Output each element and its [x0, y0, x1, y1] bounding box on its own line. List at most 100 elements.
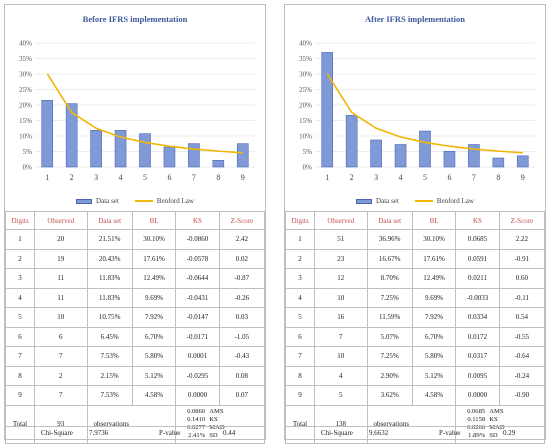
table-row: 3 12 8.70% 12.49% 0.0211 0.60 [285, 268, 546, 289]
table-row: 4 10 7.25% 9.69% -0.0033 -0.11 [285, 287, 546, 308]
chart-legend: Data set Benford Law [285, 197, 545, 205]
benford-law-line [46, 73, 243, 154]
x-tick-label: 1 [45, 173, 49, 182]
y-tick-label: 35% [299, 55, 312, 63]
table-cell: 0.0172 [455, 326, 500, 347]
table-cell: -0.87 [218, 268, 266, 289]
table-cell: 10 [314, 287, 368, 308]
line-swatch-icon [414, 200, 433, 202]
bar-data-set [212, 160, 225, 168]
before-ifrs-panel: Before IFRS implementation 0% 5% 10% 15% 20%… [4, 4, 266, 444]
table-cell: 6.70% [411, 326, 457, 347]
y-tick-label: 40% [19, 40, 32, 48]
total-label: Total [285, 404, 315, 444]
table-cell: 12.49% [411, 268, 457, 289]
col-header: Z-Score [218, 211, 266, 230]
summary-stats: 0.0860 AMS 0.1410 KS 0.0277 MAD 2.41% SD [175, 404, 265, 444]
x-tick-label: 4 [399, 173, 403, 182]
table-cell: 6 [5, 326, 35, 347]
table-cell: 2 [5, 248, 35, 269]
table-cell: 16.67% [366, 248, 413, 269]
table-cell: 0.03 [218, 307, 266, 328]
y-tick-label: 15% [299, 117, 312, 125]
table-cell: 9.69% [411, 287, 457, 308]
table-row: 9 7 7.53% 4.58% 0.0000 0.07 [5, 385, 266, 406]
summary-label: KS [489, 416, 498, 423]
chi-square-label: Chi-Square [321, 429, 353, 437]
table-cell: -0.90 [498, 385, 546, 406]
table-row: 3 11 11.83% 12.49% -0.0644 -0.87 [5, 268, 266, 289]
table-cell: 3 [285, 268, 315, 289]
table-cell: 2.90% [366, 365, 413, 386]
table-cell: 1 [285, 229, 315, 250]
table-cell: 5 [314, 385, 368, 406]
legend-data-set: Data set [76, 197, 119, 205]
table-row: 8 2 2.15% 5.12% -0.0295 0.08 [5, 365, 266, 386]
table-cell: 7 [34, 346, 88, 367]
summary-label: AMS [489, 408, 504, 415]
table-row: 5 10 10.75% 7.92% -0.0147 0.03 [5, 307, 266, 328]
table-cell: 16 [314, 307, 368, 328]
table-cell: -0.64 [498, 346, 546, 367]
chi-square-footer: Chi-Square 9.6632 P-value 0.29 [285, 426, 545, 440]
line-swatch-icon [134, 200, 153, 202]
table-cell: 36.96% [366, 229, 413, 250]
bar-data-set [345, 115, 358, 168]
table-cell: 2 [285, 248, 315, 269]
col-header: Z-Score [498, 211, 546, 230]
after-chart-plot: 0% 5% 10% 15% 20% 25% 30% 35% 40% 1 2 3 4 5 6 7 8 9 [299, 40, 535, 182]
table-cell: 5.12% [131, 365, 177, 386]
y-tick-label: 20% [19, 102, 32, 110]
before-chart: Before IFRS implementation 0% 5% 10% 15% 20%… [5, 5, 265, 209]
summary-line: 0.1410 KS [179, 416, 263, 424]
table-cell: 4.58% [131, 385, 177, 406]
col-header: BL [411, 211, 457, 230]
bar-data-set [394, 144, 407, 168]
table-cell: 0.0334 [455, 307, 500, 328]
table-cell: 0.0317 [455, 346, 500, 367]
x-tick-label: 6 [167, 173, 171, 182]
p-value-label: P-value [439, 429, 461, 437]
table-cell: -0.0578 [175, 248, 220, 269]
col-header: BL [131, 211, 177, 230]
col-header: Observed [314, 211, 368, 230]
x-tick-label: 6 [447, 173, 451, 182]
table-cell: 5 [285, 307, 315, 328]
table-cell: -0.26 [218, 287, 266, 308]
p-value-label: P-value [159, 429, 181, 437]
table-cell: -0.11 [498, 287, 546, 308]
bar-data-set [321, 52, 334, 168]
table-cell: 0.0000 [455, 385, 500, 406]
table-cell: -0.0860 [175, 229, 220, 250]
table-cell: 11.83% [86, 268, 133, 289]
bar-data-set [90, 130, 102, 168]
table-cell: 1 [5, 229, 35, 250]
table-cell: 0.0001 [175, 346, 220, 367]
table-cell: -0.0431 [175, 287, 220, 308]
p-value-value: 0.44 [223, 429, 236, 437]
total-row: Total 93 observations 0.0860 AMS 0.1410 KS… [5, 404, 265, 444]
table-cell: 5 [5, 307, 35, 328]
table-cell: 2.22 [498, 229, 546, 250]
table-cell: 0.0000 [175, 385, 220, 406]
table-cell: 0.0591 [455, 248, 500, 269]
table-row: 1 51 36.96% 30.10% 0.0685 2.22 [285, 229, 546, 250]
table-cell: 4.58% [411, 385, 457, 406]
total-count: 138 [314, 404, 368, 444]
table-cell: 10 [314, 346, 368, 367]
table-cell: 10 [34, 307, 88, 328]
table-cell: 17.61% [411, 248, 457, 269]
table-cell: 8 [5, 365, 35, 386]
table-cell: 17.61% [131, 248, 177, 269]
bar-data-set [419, 130, 431, 168]
legend-benford-law: Benford Law [134, 197, 194, 205]
bar-data-set [163, 146, 176, 168]
summary-value: 0.0277 [187, 424, 206, 431]
bar-data-set [236, 143, 249, 168]
table-cell: 0.0685 [455, 229, 500, 250]
table-cell: -1.05 [218, 326, 266, 347]
total-word: observations [366, 404, 457, 444]
x-tick-label: 5 [143, 173, 147, 182]
total-count: 93 [34, 404, 88, 444]
table-row: 7 10 7.25% 5.80% 0.0317 -0.64 [285, 346, 546, 367]
